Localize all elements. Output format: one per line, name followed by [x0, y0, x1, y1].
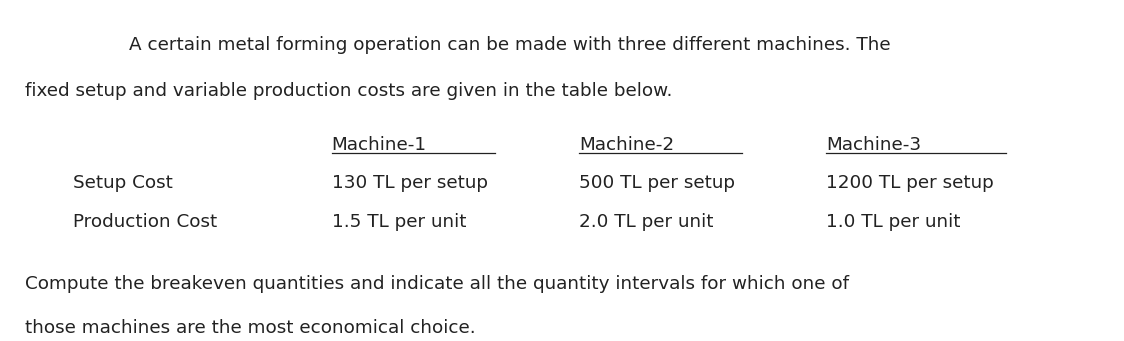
Text: Machine-1: Machine-1: [332, 136, 427, 154]
Text: A certain metal forming operation can be made with three different machines. The: A certain metal forming operation can be…: [129, 36, 891, 54]
Text: 1.0 TL per unit: 1.0 TL per unit: [826, 213, 961, 231]
Text: 500 TL per setup: 500 TL per setup: [579, 174, 735, 192]
Text: 130 TL per setup: 130 TL per setup: [332, 174, 488, 192]
Text: Setup Cost: Setup Cost: [73, 174, 173, 192]
Text: 2.0 TL per unit: 2.0 TL per unit: [579, 213, 714, 231]
Text: 1200 TL per setup: 1200 TL per setup: [826, 174, 994, 192]
Text: Production Cost: Production Cost: [73, 213, 217, 231]
Text: fixed setup and variable production costs are given in the table below.: fixed setup and variable production cost…: [25, 82, 672, 100]
Text: Machine-2: Machine-2: [579, 136, 674, 154]
Text: those machines are the most economical choice.: those machines are the most economical c…: [25, 319, 475, 337]
Text: Machine-3: Machine-3: [826, 136, 922, 154]
Text: Compute the breakeven quantities and indicate all the quantity intervals for whi: Compute the breakeven quantities and ind…: [25, 275, 849, 293]
Text: 1.5 TL per unit: 1.5 TL per unit: [332, 213, 466, 231]
